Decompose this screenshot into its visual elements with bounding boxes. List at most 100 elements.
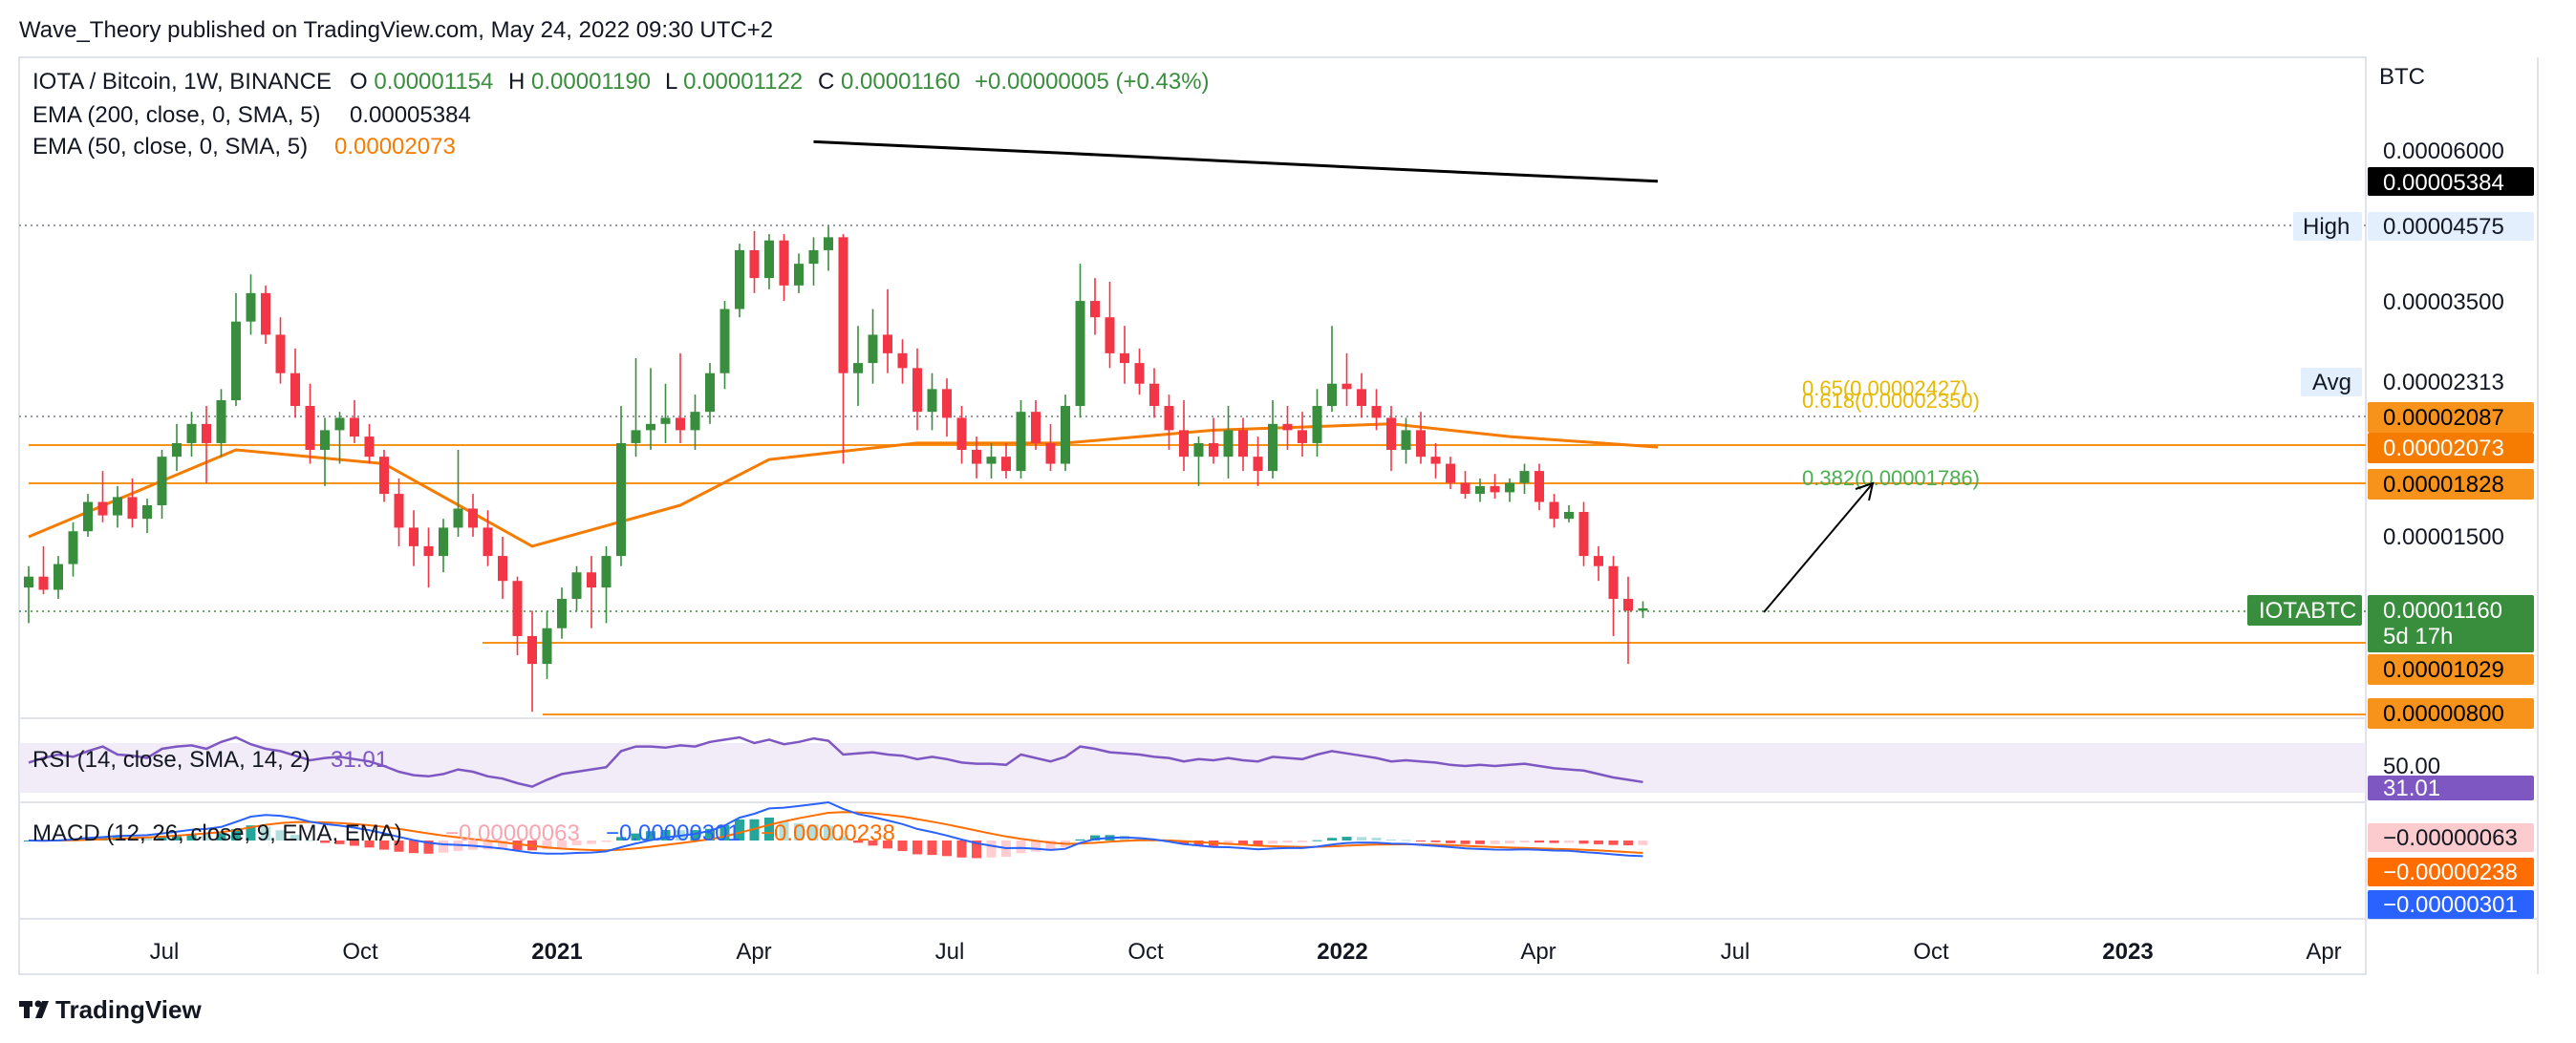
candle-body bbox=[1446, 463, 1455, 483]
tag-macd-hist: −0.00000063 bbox=[2368, 823, 2534, 852]
candle-body bbox=[1430, 457, 1441, 464]
candle bbox=[246, 274, 256, 335]
candle-body bbox=[690, 412, 700, 431]
macd-hist-bar bbox=[1253, 841, 1263, 846]
candle bbox=[1179, 400, 1189, 472]
candle bbox=[498, 537, 507, 600]
tradingview-icon bbox=[19, 1000, 49, 1018]
rsi-band bbox=[19, 743, 2366, 793]
candle bbox=[423, 527, 434, 588]
svg-text:0.00001029: 0.00001029 bbox=[2383, 657, 2504, 683]
tag-rsi: 31.01 bbox=[2368, 776, 2534, 801]
macd-hist-bar bbox=[423, 841, 434, 854]
svg-text:0.00001160: 0.00001160 bbox=[2383, 598, 2502, 624]
price-tags: 0.00005384 High 0.00004575 Avg 0.0000231… bbox=[2247, 167, 2534, 919]
macd-hist-bar bbox=[1608, 841, 1619, 845]
candle bbox=[1446, 457, 1455, 490]
candle-body bbox=[1505, 482, 1514, 493]
symbol-tag: IOTABTC bbox=[2259, 598, 2356, 624]
candle-body bbox=[1549, 501, 1559, 520]
legend-ema200-value: 0.00005384 bbox=[350, 102, 471, 128]
candle bbox=[54, 556, 63, 600]
candle-body bbox=[1045, 442, 1056, 464]
candle bbox=[1031, 400, 1041, 450]
candle-body bbox=[320, 430, 330, 450]
candle bbox=[231, 292, 241, 407]
candle-body bbox=[764, 240, 774, 279]
tradingview-logo[interactable]: TradingView bbox=[19, 995, 202, 1024]
macd-hist-bar bbox=[587, 841, 596, 844]
candle bbox=[986, 442, 997, 479]
candle bbox=[142, 499, 152, 534]
macd-hist-bar bbox=[1371, 838, 1382, 841]
candle bbox=[956, 406, 967, 464]
candle-body bbox=[202, 423, 211, 443]
macd-hist-bar bbox=[216, 833, 226, 841]
macd-hist-bar bbox=[749, 819, 760, 841]
svg-text:0.00001828: 0.00001828 bbox=[2383, 472, 2504, 498]
candle bbox=[1045, 423, 1056, 472]
candle-body bbox=[231, 321, 241, 401]
candle-body bbox=[1016, 412, 1026, 472]
macd-hist-bar bbox=[735, 820, 744, 841]
candle-body bbox=[1268, 423, 1277, 472]
candle bbox=[527, 610, 537, 713]
macd-hist-bar bbox=[1386, 839, 1396, 841]
candle bbox=[1209, 417, 1218, 464]
candle bbox=[690, 394, 700, 450]
price-tick: 0.00006000 bbox=[2383, 138, 2504, 164]
currency-label: BTC bbox=[2379, 64, 2425, 90]
candle bbox=[1223, 406, 1234, 479]
macd-hist-bar bbox=[290, 835, 300, 841]
legend-symbol: IOTA / Bitcoin, 1W, BINANCE bbox=[32, 69, 332, 95]
legend-o-value: 0.00001154 bbox=[374, 69, 493, 95]
macd-hist-bar bbox=[616, 837, 626, 841]
tag-high: High 0.00004575 bbox=[2293, 212, 2534, 241]
candle-body bbox=[350, 417, 359, 437]
candle-body bbox=[1031, 412, 1041, 443]
macd-hist-bar bbox=[779, 820, 789, 841]
macd-hist-bar bbox=[439, 841, 448, 853]
macd-hist-bar bbox=[1282, 841, 1293, 843]
macd-hist-bar bbox=[1031, 841, 1041, 852]
candle bbox=[1061, 394, 1070, 472]
macd-hist-bar bbox=[1401, 840, 1411, 841]
candle-body bbox=[1149, 383, 1159, 407]
legend-c-label: C bbox=[818, 69, 834, 95]
macd-hist-bar bbox=[1460, 841, 1470, 844]
candle bbox=[1430, 442, 1441, 479]
candle-body bbox=[142, 504, 152, 520]
macd-hist-bar bbox=[571, 841, 582, 846]
macd-line-value: −0.00000301 bbox=[606, 820, 741, 846]
candle bbox=[83, 494, 93, 537]
candle bbox=[394, 478, 404, 546]
horizontal-levels bbox=[29, 444, 2366, 715]
candle bbox=[38, 545, 49, 595]
candle bbox=[853, 326, 863, 407]
candle bbox=[1105, 281, 1115, 369]
candle-body bbox=[379, 457, 389, 495]
macd-hist-bar bbox=[868, 841, 878, 846]
candle bbox=[305, 383, 315, 464]
candle bbox=[676, 352, 685, 443]
candle bbox=[320, 417, 330, 486]
price-tick: 0.00001500 bbox=[2383, 524, 2504, 550]
svg-text:−0.00000063: −0.00000063 bbox=[2383, 825, 2518, 851]
candle-body bbox=[364, 436, 375, 458]
candle bbox=[557, 587, 567, 639]
candle bbox=[186, 412, 197, 458]
macd-hist-bar bbox=[1238, 841, 1248, 846]
candle-body bbox=[587, 572, 596, 588]
legend-h-value: 0.00001190 bbox=[531, 69, 651, 95]
candle bbox=[616, 406, 626, 566]
arrow-annotation[interactable] bbox=[1763, 481, 1875, 613]
candle-body bbox=[1386, 417, 1396, 450]
time-tick: 2023 bbox=[2102, 939, 2153, 965]
avg-label: Avg bbox=[2312, 370, 2351, 395]
candle bbox=[350, 400, 359, 443]
macd-hist-bar bbox=[1505, 841, 1514, 844]
candle-body bbox=[1460, 482, 1470, 495]
publish-info: Wave_Theory published on TradingView.com… bbox=[19, 17, 773, 43]
candle bbox=[735, 244, 744, 318]
